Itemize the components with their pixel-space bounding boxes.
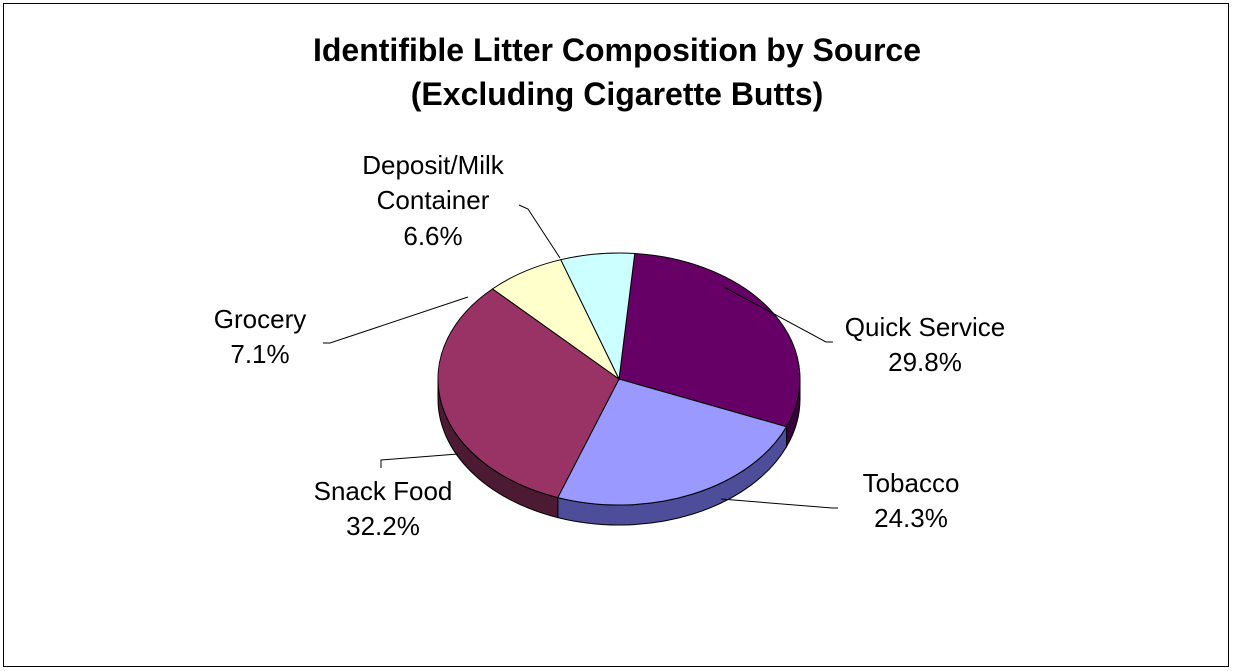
leader-line-deposit-milk-container bbox=[518, 204, 561, 259]
leader-line-grocery bbox=[323, 296, 469, 344]
leader-line-tobacco bbox=[720, 498, 838, 509]
chart-title: Identifible Litter Composition by Source… bbox=[4, 28, 1230, 116]
pie-slice-snack-food bbox=[437, 288, 620, 499]
pie-labels: Quick Service 29.8% Tobacco 24.3% Snack Food… bbox=[214, 150, 1005, 541]
leader-line-snack-food bbox=[380, 453, 459, 468]
data-label-quick-service: Quick Service 29.8% bbox=[845, 312, 1005, 377]
data-label-grocery: Grocery 7.1% bbox=[214, 304, 306, 369]
pie-slices bbox=[437, 252, 801, 506]
chart-title-line-2: (Excluding Cigarette Butts) bbox=[410, 76, 824, 112]
pie-slice-deposit-milk-container bbox=[560, 252, 636, 381]
pie-slice-tobacco bbox=[557, 378, 788, 506]
chart-title-line-1: Identifible Litter Composition by Source bbox=[312, 32, 922, 68]
data-label-deposit-milk-container: Deposit/Milk Container 6.6% bbox=[362, 150, 505, 251]
data-label-snack-food: Snack Food 32.2% bbox=[314, 476, 453, 541]
data-label-tobacco: Tobacco 24.3% bbox=[863, 468, 960, 533]
leader-line-quick-service bbox=[723, 286, 833, 343]
